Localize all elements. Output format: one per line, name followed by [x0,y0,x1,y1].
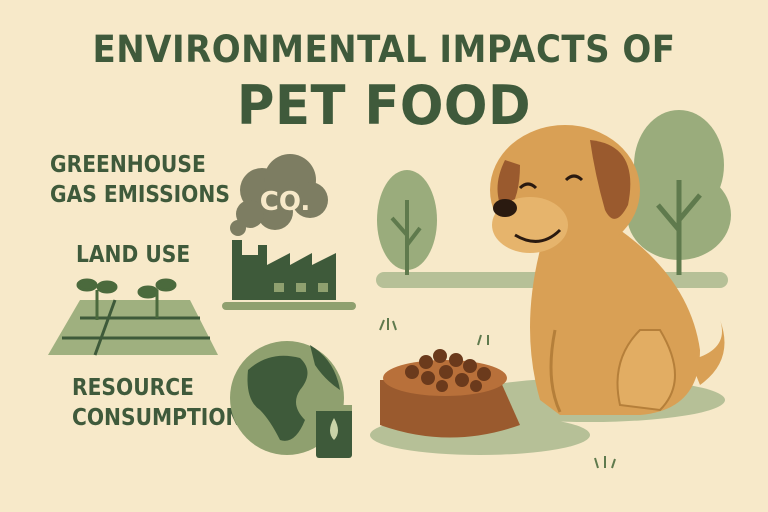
label-land-use: LAND USE [76,242,191,268]
label-resource: RESOURCE CONSUMPTION [72,373,242,433]
title-line-1: ENVIRONMENTAL IMPACTS OF [92,28,676,71]
label-resource-line2: CONSUMPTION [72,405,243,431]
label-greenhouse-line2: GAS EMISSIONS [50,182,230,208]
globe-oil-can-icon [230,341,352,458]
dog [490,125,725,415]
factory-co2-icon: CO. [222,154,356,310]
co2-text: CO. [260,187,311,217]
farmland-sprouts-icon [48,278,218,356]
grass-tufts [379,318,616,469]
label-resource-line1: RESOURCE [72,375,194,401]
food-bowl [380,349,520,438]
title-line-2: PET FOOD [236,74,532,137]
label-greenhouse: GREENHOUSE GAS EMISSIONS [50,150,230,210]
label-greenhouse-line1: GREENHOUSE [50,152,206,178]
